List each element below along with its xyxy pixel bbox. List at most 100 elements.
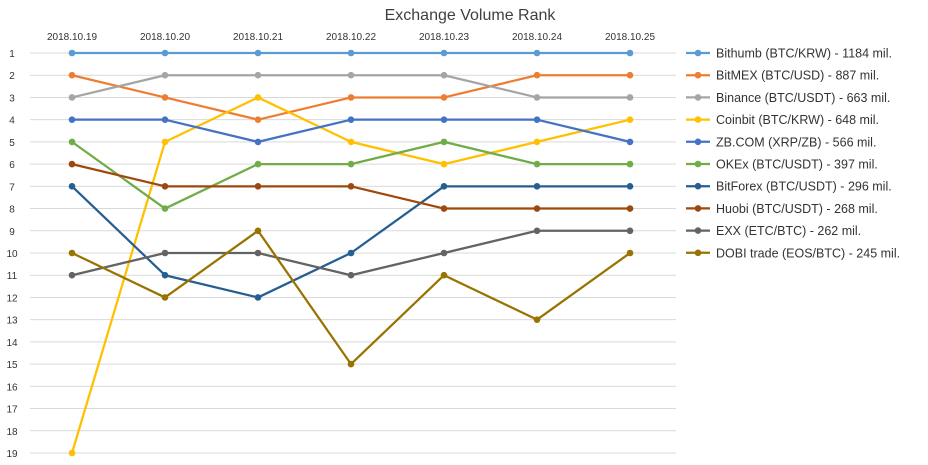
legend-item: BitForex (BTC/USDT) - 296 mil.: [686, 180, 892, 194]
series-2: [68, 71, 634, 101]
data-point: [533, 49, 541, 57]
legend-point-marker: [694, 182, 702, 190]
legend-label: ZB.COM (XRP/ZB) - 566 mil.: [716, 135, 876, 149]
data-point: [347, 49, 355, 57]
legend-item: Huobi (BTC/USDT) - 268 mil.: [686, 202, 878, 216]
data-point: [533, 205, 541, 212]
legend-point-marker: [694, 227, 702, 234]
data-point: [68, 160, 76, 168]
data-point: [68, 116, 76, 123]
data-point: [626, 205, 634, 212]
chart-title: Exchange Volume Rank: [385, 7, 557, 24]
series-3: [68, 94, 634, 457]
x-tick-label: 2018.10.21: [233, 32, 283, 43]
series-lines: [68, 49, 634, 457]
data-point: [347, 271, 355, 279]
data-point: [161, 205, 169, 212]
legend-point-marker: [694, 138, 702, 146]
series-7: [68, 160, 634, 212]
legend-point-marker: [694, 116, 702, 123]
legend-label: Huobi (BTC/USDT) - 268 mil.: [716, 202, 878, 216]
data-point: [68, 49, 76, 57]
data-point: [68, 183, 76, 190]
data-point: [626, 249, 634, 257]
data-point: [161, 71, 169, 79]
data-point: [440, 205, 448, 212]
data-point: [533, 94, 541, 101]
x-tick-label: 2018.10.24: [512, 32, 562, 43]
legend-label: Binance (BTC/USDT) - 663 mil.: [716, 91, 890, 105]
series-8: [68, 227, 634, 279]
data-point: [254, 183, 262, 190]
data-point: [533, 71, 541, 79]
data-point: [440, 49, 448, 57]
y-tick-label: 9: [9, 227, 15, 238]
data-point: [626, 183, 634, 190]
data-point: [626, 227, 634, 235]
data-point: [161, 294, 169, 301]
data-point: [254, 94, 262, 101]
data-point: [161, 249, 169, 257]
legend-point-marker: [694, 160, 702, 168]
data-point: [254, 49, 262, 57]
legend-point-marker: [694, 249, 702, 257]
y-tick-label: 4: [9, 116, 15, 127]
legend-item: Bithumb (BTC/KRW) - 1184 mil.: [686, 47, 892, 61]
data-point: [347, 249, 355, 257]
x-tick-label: 2018.10.22: [326, 32, 376, 43]
data-point: [440, 160, 448, 168]
x-tick-label: 2018.10.19: [47, 32, 97, 43]
legend-point-marker: [694, 49, 702, 57]
y-tick-label: 16: [6, 382, 18, 393]
legend-item: Coinbit (BTC/KRW) - 648 mil.: [686, 113, 879, 127]
legend: Bithumb (BTC/KRW) - 1184 mil. BitMEX (BTC…: [686, 47, 900, 260]
y-tick-label: 17: [6, 405, 18, 416]
data-point: [68, 138, 76, 146]
legend-item: Binance (BTC/USDT) - 663 mil.: [686, 91, 890, 105]
series-5: [68, 138, 634, 212]
legend-label: OKEx (BTC/USDT) - 397 mil.: [716, 158, 878, 172]
data-point: [347, 360, 355, 368]
data-point: [440, 138, 448, 146]
data-point: [440, 94, 448, 101]
y-tick-label: 11: [7, 271, 18, 282]
data-point: [161, 138, 169, 146]
legend-item: BitMEX (BTC/USD) - 887 mil.: [686, 69, 879, 83]
legend-label: Coinbit (BTC/KRW) - 648 mil.: [716, 113, 879, 127]
data-point: [254, 294, 262, 301]
data-point: [68, 449, 76, 457]
y-tick-label: 1: [9, 49, 15, 60]
y-tick-label: 7: [9, 182, 15, 193]
legend-label: EXX (ETC/BTC) - 262 mil.: [716, 224, 861, 238]
y-tick-label: 10: [6, 249, 18, 260]
legend-point-marker: [694, 71, 702, 79]
series-6: [68, 183, 634, 301]
legend-label: Bithumb (BTC/KRW) - 1184 mil.: [716, 47, 892, 61]
x-tick-label: 2018.10.25: [605, 32, 655, 43]
legend-point-marker: [694, 205, 702, 212]
data-point: [254, 249, 262, 257]
data-point: [533, 160, 541, 168]
data-point: [68, 71, 76, 79]
series-1: [68, 71, 634, 123]
data-point: [347, 94, 355, 101]
data-point: [626, 160, 634, 168]
data-point: [161, 116, 169, 123]
data-point: [347, 183, 355, 190]
data-point: [626, 116, 634, 123]
series-0: [68, 49, 634, 57]
data-point: [254, 227, 262, 235]
y-tick-label: 18: [6, 427, 18, 438]
data-point: [68, 249, 76, 257]
data-point: [254, 71, 262, 79]
data-point: [347, 116, 355, 123]
data-point: [440, 249, 448, 257]
legend-label: DOBI trade (EOS/BTC) - 245 mil.: [716, 246, 900, 260]
data-point: [254, 138, 262, 146]
data-point: [68, 94, 76, 101]
legend-item: ZB.COM (XRP/ZB) - 566 mil.: [686, 135, 876, 149]
data-point: [533, 227, 541, 235]
series-9: [68, 227, 634, 368]
data-point: [440, 271, 448, 279]
